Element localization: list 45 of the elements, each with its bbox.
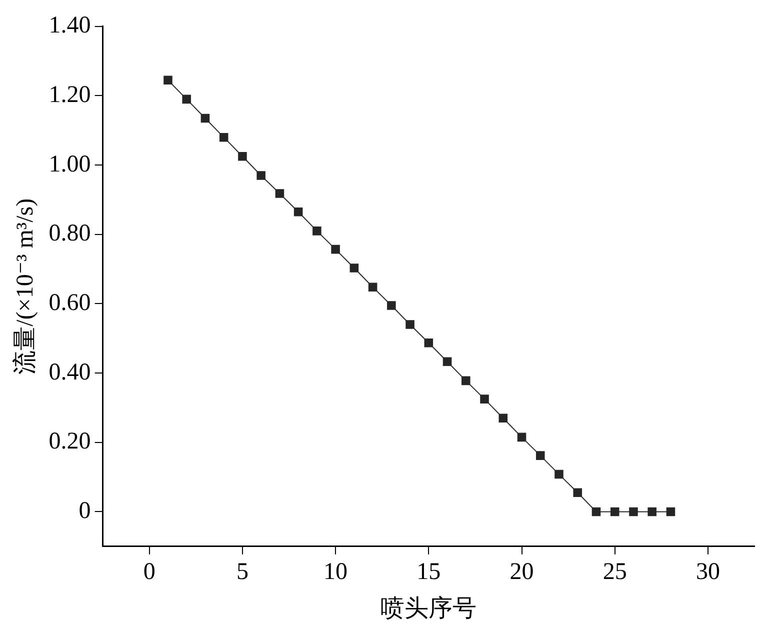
point [648,507,656,516]
y-tick-label: 1.00 [48,151,91,178]
point [200,114,210,123]
point [424,338,434,348]
point [666,507,676,516]
point [350,264,359,272]
point [312,226,322,236]
point [294,207,303,216]
point [164,76,172,85]
point [536,451,545,460]
x-tick-label: 30 [696,559,720,586]
point [592,507,601,516]
x-tick-label: 0 [143,559,156,586]
x-axis-title: 喷头序号 [380,594,477,622]
point [629,507,638,516]
x-tick-label: 15 [416,559,441,586]
x-tick-label: 10 [324,559,348,586]
point [573,488,582,498]
point [480,394,489,404]
y-tick-label: 0.20 [48,428,91,455]
point [406,320,414,329]
point [610,507,620,516]
point [368,282,378,292]
point [498,414,508,423]
y-tick-label: 0.80 [48,220,91,247]
y-tick-label: 0.60 [48,290,91,316]
point [517,432,526,442]
y-tick-label: 1.40 [48,12,91,39]
x-tick-label: 20 [510,559,534,586]
point [554,470,564,479]
x-tick-label: 25 [602,559,627,586]
point [387,301,396,310]
point [182,94,191,104]
point [462,376,470,386]
x-tick-label: 5 [236,559,248,586]
point [219,132,228,142]
point [331,244,340,254]
y-tick-label: 0.40 [48,359,91,386]
y-tick-label: 0 [78,498,91,524]
point [238,152,247,161]
y-tick-label: 1.20 [48,82,91,108]
y-axis-title: 流量/(×10⁻³ m³/s) [12,198,39,374]
point [275,189,284,198]
point [256,171,266,180]
point [442,357,452,366]
